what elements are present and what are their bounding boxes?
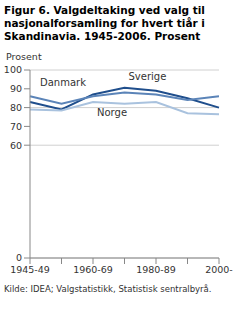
- html-text:Prosent: Prosent: [6, 51, 42, 62]
- svg-text:60: 60: [10, 140, 22, 151]
- svg-text:Norge: Norge: [97, 107, 127, 118]
- html-text:Kilde: IDEA; Valgstatistikk, S: Kilde: IDEA; Valgstatistikk, Statistisk …: [4, 284, 212, 294]
- svg-text:1980-89: 1980-89: [136, 264, 176, 275]
- svg-text:70: 70: [10, 121, 22, 132]
- svg-text:Danmark: Danmark: [40, 77, 86, 88]
- html-text:Figur 6. Valgdeltaking ved val: Figur 6. Valgdeltaking ved valg til nasj…: [4, 4, 205, 42]
- svg-text:90: 90: [10, 83, 22, 94]
- svg-text:1960-69: 1960-69: [73, 264, 113, 275]
- svg-text:Sverige: Sverige: [129, 71, 167, 82]
- svg-text:80: 80: [10, 102, 22, 113]
- svg-text:0: 0: [16, 252, 22, 263]
- svg-text:2000-: 2000-: [205, 264, 227, 275]
- svg-text:1945-49: 1945-49: [10, 264, 50, 275]
- svg-text:100: 100: [8, 64, 22, 75]
